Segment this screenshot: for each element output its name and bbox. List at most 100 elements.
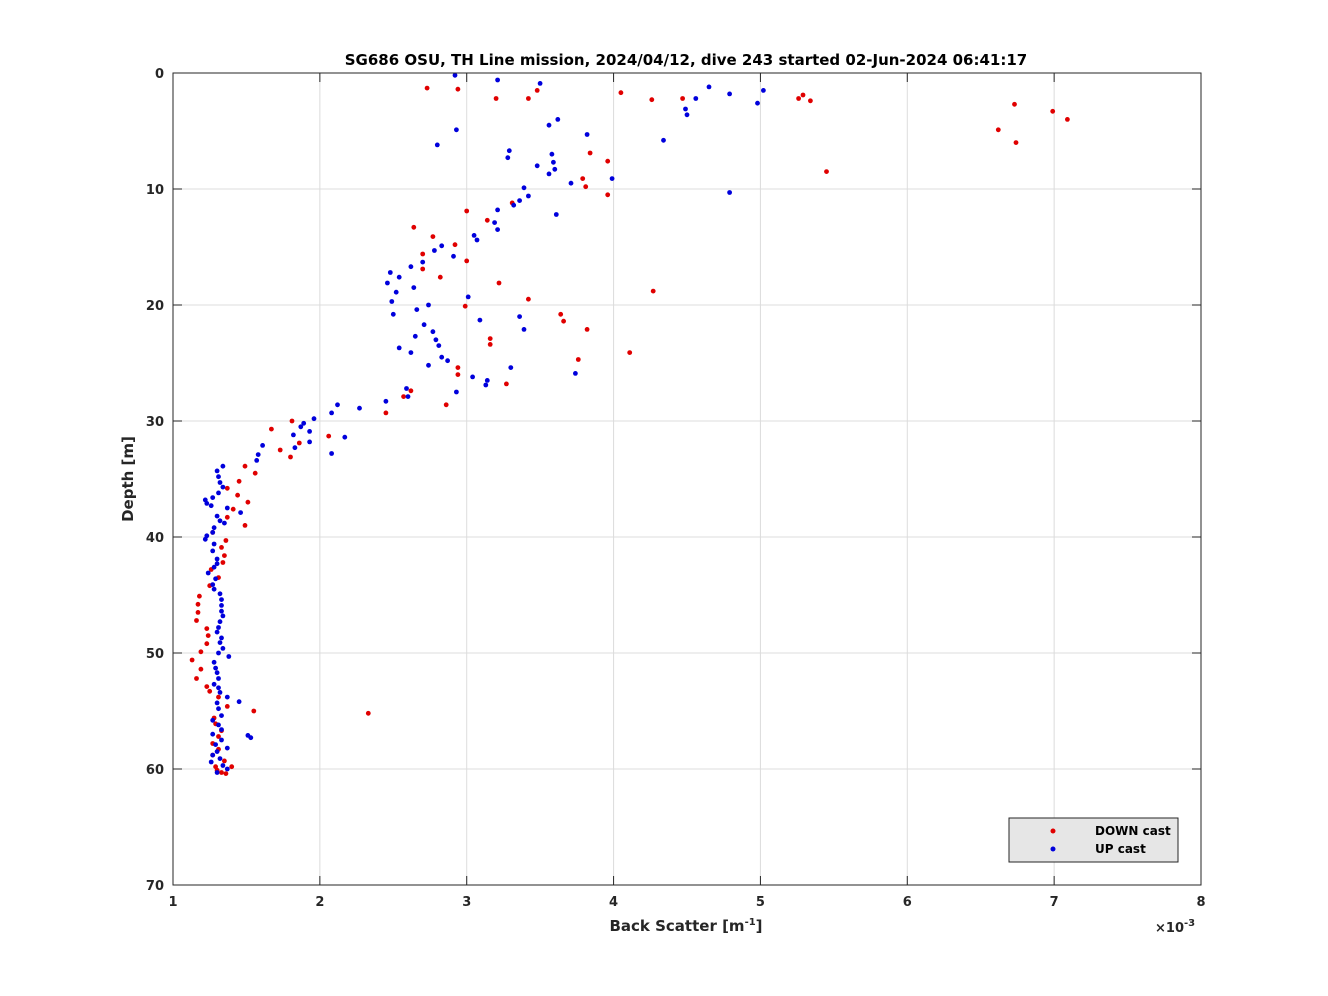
up-cast-point [211, 659, 217, 665]
x-axis-exponent: ×10-3 [1155, 918, 1195, 936]
up-cast-point [210, 731, 216, 737]
up-cast-point [329, 451, 334, 456]
up-cast-point [727, 190, 732, 195]
up-cast-point [219, 603, 224, 608]
up-cast-point [521, 185, 527, 191]
up-cast-point [219, 635, 224, 641]
up-cast-point [436, 343, 442, 348]
up-cast-point [357, 405, 362, 411]
up-cast-point [609, 176, 615, 182]
legend-marker-down [1050, 828, 1056, 834]
up-cast-point [219, 713, 224, 718]
x-tick-label: 8 [1196, 895, 1205, 910]
down-cast-point [487, 342, 493, 347]
up-cast-point [216, 676, 221, 681]
down-cast-point [242, 463, 248, 469]
grid-lines [173, 73, 1201, 885]
up-cast-point [214, 629, 220, 635]
down-cast-point [558, 311, 564, 317]
down-cast-point [296, 440, 302, 446]
down-cast-point [195, 610, 201, 615]
down-cast-point [204, 684, 210, 689]
down-cast-point [230, 506, 236, 512]
legend-label-up: UP cast [1095, 842, 1146, 856]
up-cast-point [214, 513, 220, 519]
up-cast-point [255, 452, 261, 457]
up-cast-point [216, 650, 221, 656]
up-cast-point [445, 358, 450, 364]
up-cast-point [238, 510, 244, 515]
data-points [189, 72, 1070, 776]
down-cast-point [808, 98, 813, 104]
up-cast-point [517, 198, 522, 204]
up-cast-point [214, 556, 220, 562]
up-cast-point [387, 270, 393, 275]
down-cast-point [583, 184, 589, 190]
up-cast-point [511, 202, 517, 208]
down-cast-point [1013, 140, 1019, 146]
up-cast-point [216, 722, 221, 728]
up-cast-point [298, 424, 304, 430]
up-cast-point [546, 171, 552, 177]
up-cast-point [517, 314, 522, 319]
up-cast-point [217, 619, 223, 625]
x-axis-label-main: Back Scatter [m [609, 917, 744, 935]
up-cast-point [213, 576, 219, 582]
up-cast-point [683, 106, 688, 112]
down-cast-point [534, 88, 540, 93]
up-cast-point [706, 84, 712, 90]
down-cast-point [219, 770, 224, 775]
up-cast-point [526, 193, 531, 199]
up-cast-point [211, 541, 217, 547]
down-cast-point [526, 96, 531, 101]
down-cast-point [584, 327, 590, 332]
down-cast-point [650, 288, 656, 294]
x-tick-label: 7 [1050, 895, 1059, 910]
axis-ticks: 1 2 3 4 5 6 7 8 0 10 20 30 40 50 60 70 [146, 67, 1206, 910]
down-cast-point [452, 242, 458, 248]
up-cast-point [220, 463, 226, 469]
down-cast-point [224, 704, 230, 709]
up-cast-point [210, 548, 216, 554]
up-cast-point [217, 591, 223, 597]
x-tick-label: 6 [903, 895, 912, 910]
up-cast-point [214, 770, 220, 775]
x-axis-label-end: ] [756, 917, 763, 935]
up-cast-point [426, 302, 431, 308]
up-cast-point [405, 394, 411, 399]
up-cast-point [335, 402, 340, 408]
down-cast-point [224, 485, 230, 491]
up-cast-point [396, 274, 402, 280]
down-cast-point [605, 192, 611, 198]
down-cast-point [824, 169, 829, 175]
up-cast-point [568, 180, 574, 186]
up-cast-point [214, 670, 220, 676]
down-cast-point [493, 96, 499, 101]
up-cast-point [521, 327, 527, 332]
down-cast-point [411, 224, 417, 230]
up-cast-point [213, 665, 219, 671]
down-cast-point [587, 150, 593, 156]
up-cast-point [408, 264, 414, 270]
legend-label-down: DOWN cast [1095, 824, 1171, 838]
up-cast-point [426, 362, 431, 368]
down-cast-point [198, 649, 204, 655]
up-cast-point [508, 365, 514, 370]
up-cast-point [408, 350, 414, 355]
x-axis-label-sup: -1 [745, 917, 756, 928]
down-cast-point [455, 365, 461, 370]
plot-area-frame [172, 72, 1202, 886]
legend: DOWN cast UP cast [1008, 817, 1179, 863]
down-cast-point [289, 418, 295, 424]
up-cast-point [208, 503, 214, 509]
up-cast-point [291, 432, 296, 438]
down-cast-point [605, 158, 611, 164]
up-cast-point [396, 345, 402, 351]
up-cast-point [220, 646, 226, 651]
down-cast-point [575, 357, 581, 362]
down-cast-point [487, 336, 493, 341]
up-cast-point [254, 458, 260, 463]
up-cast-point [329, 410, 334, 416]
y-tick-label: 0 [155, 67, 164, 82]
up-cast-point [214, 468, 220, 474]
